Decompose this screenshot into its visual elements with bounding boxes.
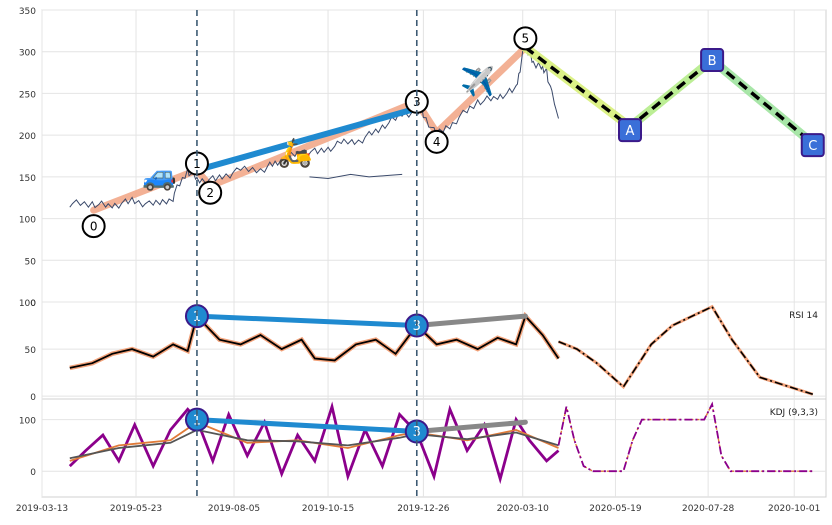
kdj-ytick-label: 100 — [19, 417, 36, 427]
price-ytick-label: 100 — [19, 216, 36, 226]
wave-label-4: 4 — [424, 129, 449, 154]
kdj-panel-frame — [41, 398, 827, 498]
rsi-marker-1-text: 1 — [193, 310, 201, 325]
xtick-label: 2020-03-10 — [497, 504, 550, 514]
scooter-icon: 🛵 — [278, 136, 313, 169]
abc-label-text: B — [708, 54, 717, 69]
car-icon: 🚙 — [142, 159, 177, 192]
rsi-ytick-label: 100 — [19, 299, 36, 309]
rsi-label: RSI 14 — [789, 311, 818, 321]
wave-label-5-circle — [513, 26, 538, 51]
rsi-projection — [558, 305, 814, 396]
price-ytick-label: 250 — [19, 90, 36, 100]
wave-label-2-circle — [198, 180, 223, 205]
xtick-label: 2019-03-13 — [16, 504, 68, 514]
wave-label-4-text: 4 — [433, 135, 441, 149]
abc-label-B: B — [700, 48, 725, 73]
xtick-label: 2020-07-28 — [682, 504, 735, 514]
wave-label-5-text: 5 — [522, 32, 530, 46]
abc-label-box — [800, 133, 825, 158]
projection-dashed — [524, 46, 814, 145]
price-line-secondary — [309, 173, 403, 180]
abc-label-A: A — [618, 118, 642, 143]
abc-label-box — [618, 118, 642, 143]
xtick-label: 2019-12-26 — [397, 504, 450, 514]
price-ytick-label: 50 — [25, 257, 37, 267]
price-panel-frame — [41, 9, 827, 303]
price-ytick-label: 0 — [30, 299, 36, 309]
price-ytick-label: 300 — [19, 49, 36, 59]
kdj-line-D — [69, 428, 559, 460]
wave-label-5: 5 — [513, 26, 538, 51]
wave-label-2: 2 — [198, 180, 223, 205]
kdj-projection-k — [557, 402, 813, 472]
wave-label-2-text: 2 — [206, 186, 214, 200]
rsi-ytick-label: 50 — [25, 346, 37, 356]
xtick-label: 2019-10-15 — [302, 504, 354, 514]
kdj-label: KDJ (9,3,3) — [770, 408, 818, 418]
price-ytick-label: 200 — [19, 132, 36, 142]
trendline — [193, 105, 420, 174]
wave-label-0: 0 — [81, 214, 106, 239]
rsi-marker-1: 1 — [184, 304, 209, 329]
rsi-panel-frame — [41, 301, 827, 400]
wave-label-0-circle — [81, 214, 106, 239]
abc-label-C: C — [800, 133, 825, 158]
wave-label-4-circle — [424, 129, 449, 154]
abc-label-text: A — [626, 124, 635, 139]
wave-segment — [433, 44, 529, 137]
xtick-label: 2020-10-01 — [768, 504, 820, 514]
rsi-divergence-1 — [414, 313, 528, 328]
kdj-divergence-0 — [194, 417, 420, 434]
rsi-divergence-0 — [194, 313, 420, 328]
price-ytick-label: 150 — [19, 174, 36, 184]
rsi-line — [69, 314, 560, 369]
price-line — [69, 45, 559, 209]
wave-segment — [90, 166, 201, 214]
abc-label-text: C — [808, 139, 817, 154]
kdj-divergence-1 — [414, 419, 528, 434]
xtick-label: 2020-05-19 — [589, 504, 642, 514]
abc-label-box — [700, 48, 725, 73]
rsi-ytick-label: 0 — [30, 393, 36, 403]
rsi-marker-3-text: 3 — [413, 319, 421, 334]
xtick-label: 2019-05-23 — [110, 504, 162, 514]
airplane-icon: ✈️ — [460, 64, 495, 98]
price-ytick-label: 350 — [19, 7, 36, 17]
wave-label-0-text: 0 — [90, 219, 98, 233]
kdj-ytick-label: 0 — [30, 468, 36, 478]
xtick-label: 2019-08-05 — [208, 504, 260, 514]
